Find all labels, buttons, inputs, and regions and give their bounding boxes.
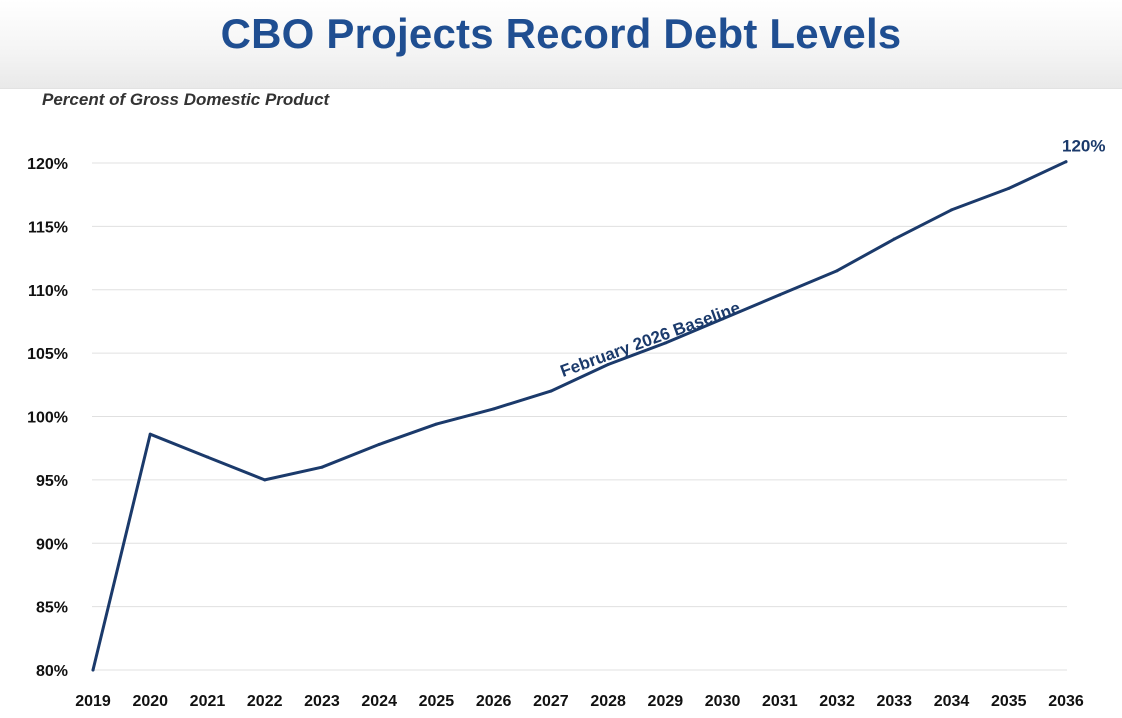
x-tick-label: 2035: [991, 693, 1027, 710]
x-tick-label: 2033: [876, 693, 912, 710]
y-tick-label: 80%: [36, 663, 68, 680]
data-point: [606, 363, 610, 367]
data-point: [892, 237, 896, 241]
y-axis-ticks: 80% 85% 90% 95% 100% 105% 110% 115% 120%: [27, 156, 68, 680]
x-tick-label: 2022: [247, 693, 283, 710]
series-label: February 2026 Baseline: [558, 298, 743, 381]
y-tick-label: 105%: [27, 346, 68, 363]
data-point: [91, 668, 95, 672]
y-tick-label: 120%: [27, 156, 68, 173]
data-point: [320, 465, 324, 469]
x-tick-label: 2025: [419, 693, 455, 710]
data-point: [663, 341, 667, 345]
data-point: [835, 269, 839, 273]
title-band: [0, 0, 1122, 89]
chart-title: CBO Projects Record Debt Levels: [220, 10, 902, 57]
x-tick-label: 2019: [75, 693, 111, 710]
x-tick-label: 2023: [304, 693, 340, 710]
data-point: [434, 422, 438, 426]
data-point: [492, 407, 496, 411]
x-tick-label: 2034: [934, 693, 970, 710]
y-tick-label: 85%: [36, 600, 68, 617]
data-point: [148, 432, 152, 436]
x-axis-ticks: 2019 2020 2021 2022 2023 2024 2025 2026 2027 2028…: [75, 693, 1084, 710]
data-point: [377, 442, 381, 446]
data-point: [205, 455, 209, 459]
y-tick-label: 110%: [28, 283, 68, 300]
x-tick-label: 2024: [361, 693, 397, 710]
data-point: [1064, 160, 1068, 164]
x-tick-label: 2030: [705, 693, 741, 710]
x-tick-label: 2028: [590, 693, 626, 710]
x-tick-label: 2026: [476, 693, 512, 710]
series-line-february-2026-baseline: [91, 160, 1068, 672]
x-tick-label: 2031: [762, 693, 798, 710]
y-tick-label: 100%: [27, 410, 68, 427]
y-tick-label: 95%: [36, 473, 68, 490]
gridlines: [92, 162, 1067, 671]
y-axis-description: Percent of Gross Domestic Product: [42, 90, 330, 109]
x-tick-label: 2029: [648, 693, 684, 710]
x-tick-label: 2021: [190, 693, 226, 710]
y-tick-label: 115%: [28, 219, 68, 236]
x-tick-label: 2020: [132, 693, 168, 710]
data-point: [778, 293, 782, 297]
data-point: [1007, 186, 1011, 190]
end-value-label: 120%: [1062, 137, 1105, 156]
data-point: [549, 389, 553, 393]
data-point: [721, 317, 725, 321]
x-tick-label: 2032: [819, 693, 855, 710]
x-tick-label: 2027: [533, 693, 569, 710]
series-points: [91, 160, 1068, 672]
data-point: [263, 478, 267, 482]
y-tick-label: 90%: [36, 536, 68, 553]
x-tick-label: 2036: [1048, 693, 1084, 710]
data-point: [950, 208, 954, 212]
